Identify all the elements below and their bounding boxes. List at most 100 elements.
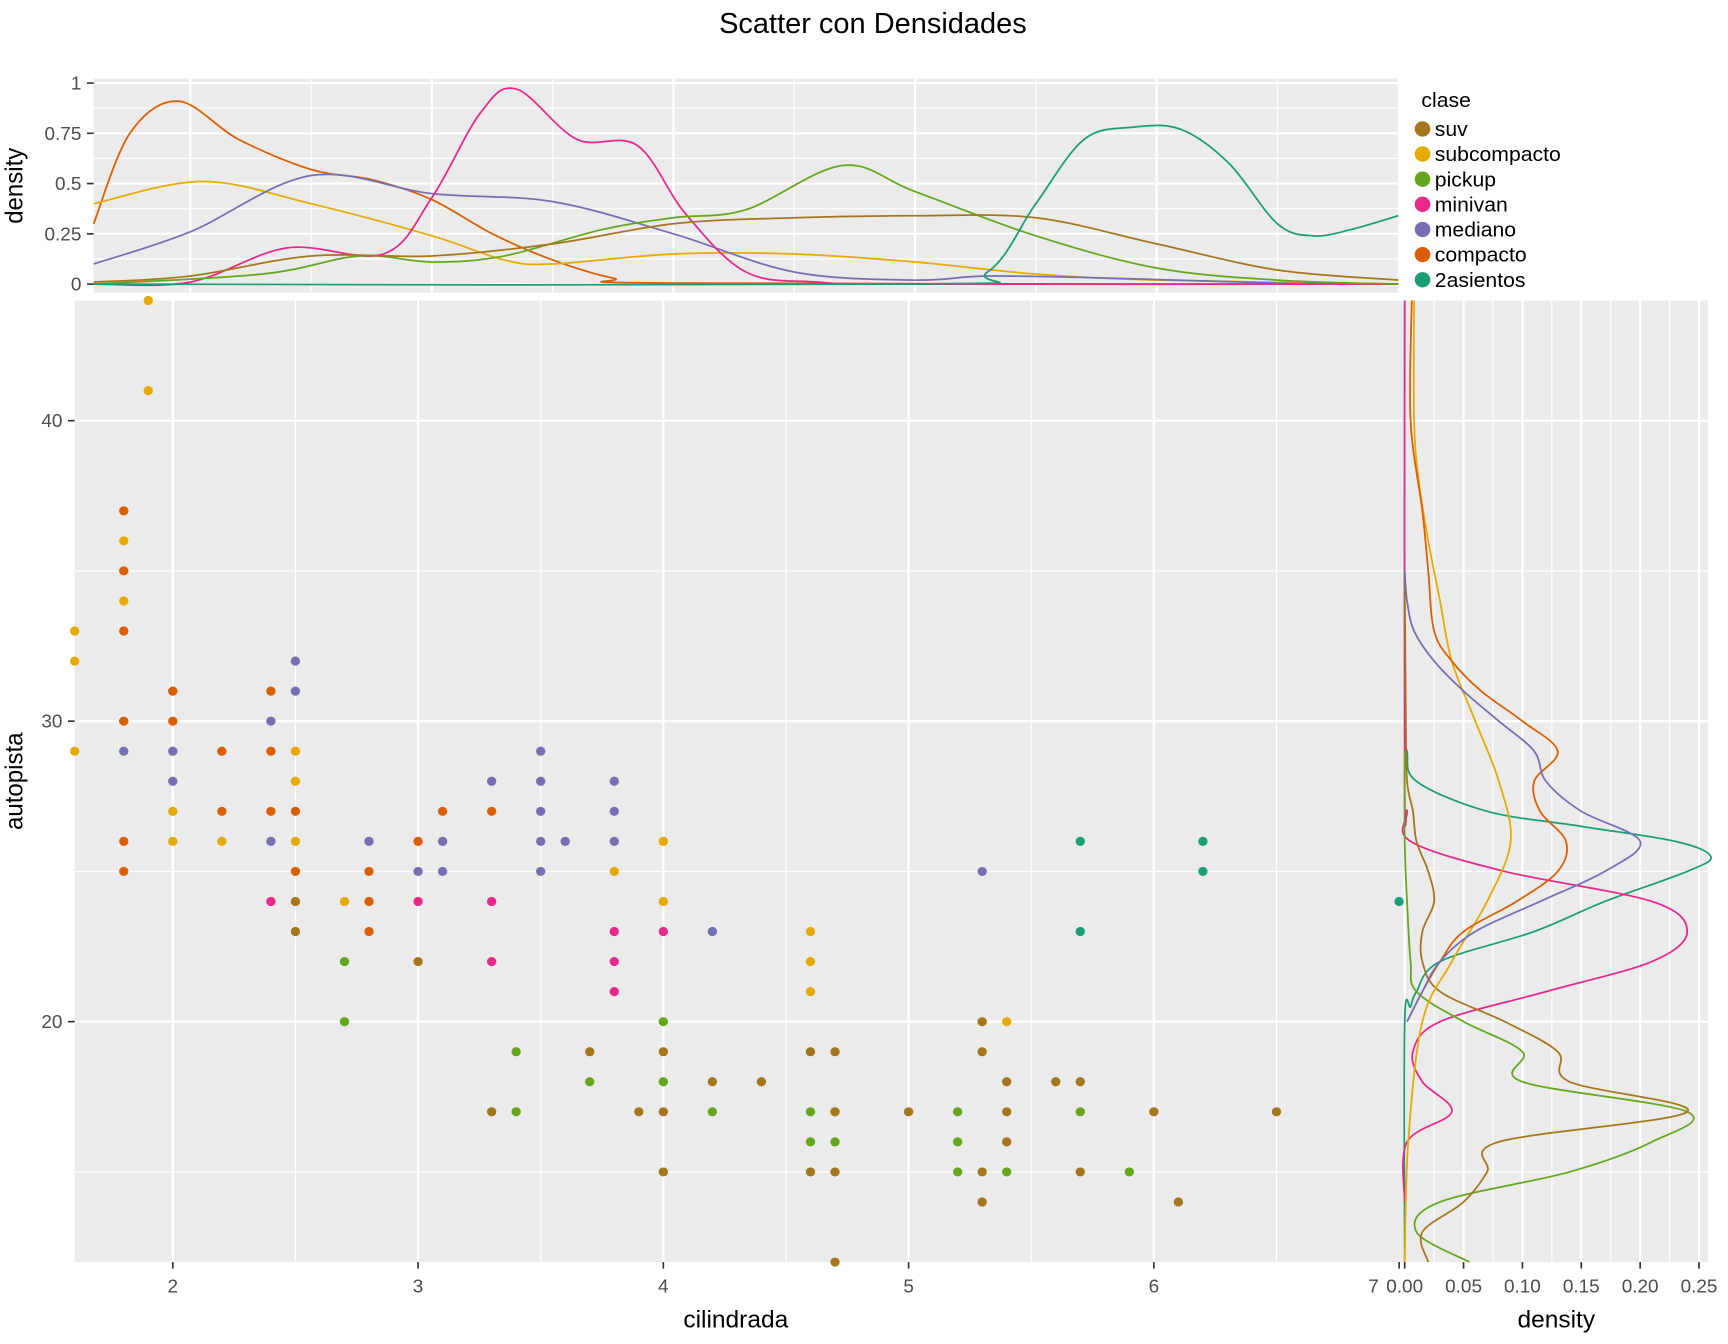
legend-key-compacto xyxy=(1414,246,1431,263)
point-mediano xyxy=(364,836,374,846)
legend-label-mediano: mediano xyxy=(1435,219,1516,242)
point-mediano xyxy=(536,866,546,877)
legend-label-pickup: pickup xyxy=(1435,168,1496,191)
top-y-axis-label: density xyxy=(1,147,28,224)
legend-key-subcompacto xyxy=(1414,146,1431,162)
point-suv xyxy=(290,926,301,937)
point-subcompacto xyxy=(290,836,301,846)
right-density-curve-mediano xyxy=(1403,570,1642,1023)
top-y-tick-label: 1 xyxy=(71,73,82,94)
point-suv xyxy=(413,956,423,967)
point-compacto xyxy=(119,626,129,636)
point-suv xyxy=(1075,1077,1085,1087)
point-compacto xyxy=(266,806,276,816)
point-compacto xyxy=(266,746,276,756)
top-y-tick-label: 0.5 xyxy=(55,173,81,194)
point-suv xyxy=(1051,1077,1061,1087)
x-tick-label: 2 xyxy=(168,1276,179,1297)
point-suv xyxy=(707,1077,718,1087)
legend-key-suv xyxy=(1414,121,1431,137)
point-minivan xyxy=(486,896,497,907)
point-suv xyxy=(903,1107,914,1117)
point-mediano xyxy=(486,776,497,786)
legend-key-mediano xyxy=(1414,221,1431,238)
point-suv xyxy=(805,1047,816,1057)
point-subcompacto xyxy=(805,987,816,997)
point-subcompacto xyxy=(658,836,669,846)
right-x-axis-label: density xyxy=(1517,1307,1596,1334)
point-minivan xyxy=(658,926,669,937)
point-suv xyxy=(977,1047,987,1057)
point-suv xyxy=(830,1257,840,1267)
point-mediano xyxy=(437,836,448,846)
point-suv xyxy=(977,1167,987,1177)
point-compacto xyxy=(168,686,178,696)
legend-key-pickup xyxy=(1414,171,1431,187)
point-pickup xyxy=(658,1017,669,1027)
point-mediano xyxy=(536,776,546,786)
y-tick-label: 30 xyxy=(41,711,62,732)
right-density-curve-subcompacto xyxy=(1403,300,1512,1263)
point-pickup xyxy=(511,1107,521,1117)
point-compacto xyxy=(217,746,227,756)
point-2asientos xyxy=(1394,896,1404,907)
point-2asientos xyxy=(1198,836,1208,846)
point-2asientos xyxy=(1075,836,1085,846)
point-mediano xyxy=(266,716,276,726)
point-pickup xyxy=(585,1077,595,1087)
point-minivan xyxy=(413,896,423,907)
point-pickup xyxy=(830,1137,840,1147)
legend-title: clase xyxy=(1421,89,1470,112)
y-axis-label: autopista xyxy=(1,732,28,830)
point-mediano xyxy=(609,806,619,816)
point-compacto xyxy=(364,926,374,937)
point-subcompacto xyxy=(290,776,301,786)
point-mediano xyxy=(119,746,129,756)
point-suv xyxy=(1149,1107,1159,1117)
point-compacto xyxy=(413,836,423,846)
axis-ticks: 2 3 4 5 6 7 20 30 40 0 0.25 0.5 0.75 1 0.00 0.05 0.10 0.1… xyxy=(41,73,1717,1297)
point-suv xyxy=(977,1197,987,1207)
point-subcompacto xyxy=(290,746,301,756)
point-mediano xyxy=(290,686,301,696)
point-minivan xyxy=(486,956,497,967)
right-density-curve-suv xyxy=(1403,570,1689,1263)
point-subcompacto xyxy=(168,836,178,846)
point-suv xyxy=(1075,1167,1085,1177)
x-tick-label: 5 xyxy=(903,1276,914,1297)
point-suv xyxy=(658,1047,669,1057)
point-mediano xyxy=(560,836,570,846)
point-mediano xyxy=(437,866,448,877)
x-tick-label: 4 xyxy=(658,1276,669,1297)
point-subcompacto xyxy=(658,896,669,907)
point-suv xyxy=(585,1047,595,1057)
top-y-tick-label: 0.75 xyxy=(45,123,82,144)
point-compacto xyxy=(119,566,129,576)
legend-key-2asientos xyxy=(1414,272,1431,288)
point-mediano xyxy=(707,926,718,937)
point-suv xyxy=(830,1167,840,1177)
top-density-curves xyxy=(92,87,1399,287)
point-subcompacto xyxy=(805,926,816,937)
x-tick-label: 6 xyxy=(1149,1276,1160,1297)
right-panel-background xyxy=(1398,300,1708,1263)
x-tick-label: 7 xyxy=(1368,1276,1379,1297)
top-density-curve-2asientos xyxy=(93,124,1399,286)
point-suv xyxy=(634,1107,644,1117)
top-panel-background xyxy=(93,78,1399,293)
point-compacto xyxy=(290,866,301,877)
top-y-tick-label: 0 xyxy=(71,274,82,295)
point-suv xyxy=(805,1167,816,1177)
point-suv xyxy=(1173,1197,1184,1207)
point-suv xyxy=(658,1167,669,1177)
point-pickup xyxy=(1002,1167,1012,1177)
point-pickup xyxy=(339,1017,350,1027)
point-compacto xyxy=(266,686,276,696)
point-suv xyxy=(830,1107,840,1117)
point-pickup xyxy=(1124,1167,1135,1177)
x-tick-label: 3 xyxy=(413,1276,424,1297)
point-pickup xyxy=(805,1107,816,1117)
point-compacto xyxy=(119,836,129,846)
